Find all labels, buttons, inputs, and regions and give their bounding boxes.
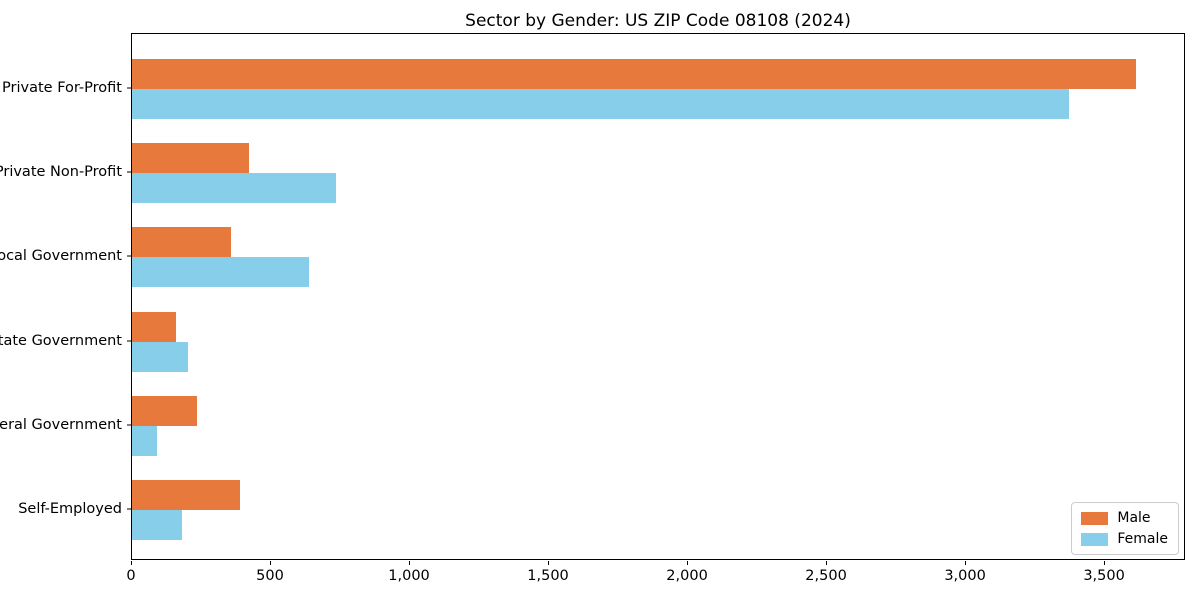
bar-male-private-non-profit: [132, 143, 249, 174]
x-tick-label-2000: 2,000: [666, 568, 708, 584]
bar-female-local-government: [132, 257, 309, 288]
bar-male-private-for-profit: [132, 59, 1136, 89]
x-tick-mark: [270, 561, 271, 565]
legend-item-male: Male: [1081, 510, 1168, 526]
x-tick-mark: [409, 561, 411, 565]
legend: Male Female: [1071, 502, 1179, 555]
y-tick-label-federal-government: Federal Government: [0, 416, 122, 433]
x-tick-label-1500: 1,500: [527, 568, 569, 584]
bar-male-federal-government: [132, 395, 198, 426]
bar-female-private-non-profit: [132, 173, 337, 204]
y-tick-label-local-government: Local Government: [0, 248, 122, 265]
bar-female-federal-government: [132, 425, 158, 456]
x-tick-label-1000: 1,000: [388, 568, 430, 584]
bar-female-self-employed: [132, 510, 183, 540]
x-tick-mark: [965, 561, 967, 565]
legend-swatch-male: [1081, 511, 1109, 525]
x-tick-mark: [826, 561, 828, 565]
y-tick-mark: [127, 87, 131, 89]
plot-area: [131, 33, 1185, 560]
legend-label-male: Male: [1117, 510, 1151, 526]
bar-female-private-for-profit: [132, 89, 1069, 119]
y-tick-label-private-for-profit: Private For-Profit: [2, 80, 122, 96]
y-tick-mark: [127, 424, 131, 426]
y-tick-mark: [127, 171, 131, 173]
x-tick-label-2500: 2,500: [805, 568, 847, 584]
chart-title: Sector by Gender: US ZIP Code 08108 (202…: [465, 11, 851, 31]
x-tick-mark: [687, 561, 689, 565]
y-tick-label-self-employed: Self-Employed: [18, 501, 122, 517]
x-tick-mark: [548, 561, 550, 565]
bar-male-local-government: [132, 227, 231, 258]
y-tick-mark: [127, 508, 131, 510]
x-tick-label-3000: 3,000: [944, 568, 986, 584]
y-tick-label-private-non-profit: Private Non-Profit: [0, 164, 122, 181]
x-tick-label-0: 0: [126, 568, 136, 584]
y-tick-label-state-government: State Government: [0, 332, 122, 349]
bar-female-state-government: [132, 341, 188, 372]
legend-label-female: Female: [1117, 531, 1168, 547]
legend-swatch-female: [1081, 532, 1109, 546]
x-tick-mark: [131, 561, 132, 565]
x-tick-label-3500: 3,500: [1083, 568, 1125, 584]
x-tick-mark: [1104, 561, 1106, 565]
y-tick-mark: [127, 340, 131, 342]
legend-item-female: Female: [1081, 531, 1168, 547]
bar-male-state-government: [132, 311, 177, 342]
x-tick-label-500: 500: [256, 568, 284, 584]
y-tick-mark: [127, 255, 131, 257]
bar-male-self-employed: [132, 480, 241, 510]
